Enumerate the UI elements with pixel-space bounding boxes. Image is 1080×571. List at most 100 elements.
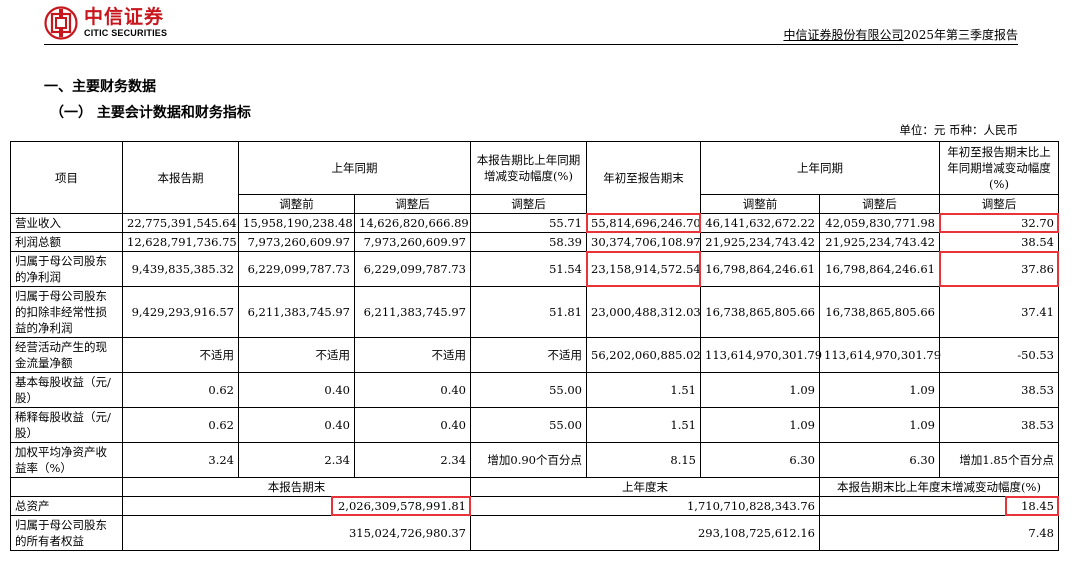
cell-ytd-change-highlighted: 32.70 <box>939 213 1060 234</box>
table-row: 加权平均净资产收益率（%） 3.24 2.34 2.34 增加0.90个百分点 … <box>10 442 1059 478</box>
cell-change: 不适用 <box>470 337 587 373</box>
company-name: 中信证券股份有限公司 <box>783 28 904 42</box>
row-item: 利润总额 <box>10 232 123 252</box>
header-item: 项目 <box>10 141 123 214</box>
cell-ytd-change: 37.41 <box>939 286 1059 338</box>
header-prior-same-ytd: 上年同期 <box>700 141 940 195</box>
cell-prior-before: 0.40 <box>238 407 355 443</box>
header-ytd: 年初至报告期末 <box>586 141 701 214</box>
cell-change-container: 18.45 <box>819 496 1059 516</box>
table-row: 经营活动产生的现金流量净额 不适用 不适用 不适用 不适用 56,202,060… <box>10 337 1059 373</box>
cell-ytd-prior-after: 21,925,234,743.42 <box>819 232 940 252</box>
cell-ytd-prior-before: 21,925,234,743.42 <box>700 232 820 252</box>
cell-prior-after: 不适用 <box>354 337 471 373</box>
citic-logo-icon <box>44 6 78 40</box>
table-row: 归属于母公司股东的扣除非经常性损益的净利润 9,429,293,916.57 6… <box>10 286 1059 338</box>
balance-header-change: 本报告期末比上年度末增减变动幅度(%) <box>819 477 1059 497</box>
cell-ytd-change: -50.53 <box>939 337 1059 373</box>
cell-ytd: 23,000,488,312.03 <box>586 286 701 338</box>
cell-prior-year-end: 1,710,710,828,343.76 <box>470 496 820 516</box>
table-row: 利润总额 12,628,791,736.75 7,973,260,609.97 … <box>10 232 1059 252</box>
cell-prior-before: 15,958,190,238.48 <box>238 213 355 233</box>
row-item: 加权平均净资产收益率（%） <box>10 442 123 478</box>
subheader-before-adj: 调整前 <box>238 194 355 214</box>
cell-ytd-change: 增加1.85个百分点 <box>939 442 1059 478</box>
cell-ytd-prior-before: 16,798,864,246.61 <box>700 251 820 287</box>
cell-ytd: 56,202,060,885.02 <box>586 337 701 373</box>
header-prior-same-period: 上年同期 <box>238 141 471 195</box>
cell-change: 增加0.90个百分点 <box>470 442 587 478</box>
subheader-after-adj-change: 调整后 <box>470 194 587 214</box>
cell-prior-after: 6,211,383,745.97 <box>354 286 471 338</box>
balance-header-period-end: 本报告期末 <box>122 477 471 497</box>
cell-ytd-prior-before: 1.09 <box>700 407 820 443</box>
cell-prior-before: 6,229,099,787.73 <box>238 251 355 287</box>
cell-ytd-prior-before: 1.09 <box>700 372 820 408</box>
balance-header-blank <box>10 477 123 497</box>
balance-header-row: 本报告期末 上年度末 本报告期末比上年度末增减变动幅度(%) <box>10 477 1059 497</box>
cell-ytd: 30,374,706,108.97 <box>586 232 701 252</box>
cell-prior-after: 0.40 <box>354 372 471 408</box>
cell-ytd-prior-after: 113,614,970,301.79 <box>819 337 941 373</box>
cell-ytd: 1.51 <box>586 407 701 443</box>
subheader-after-adj-change-ytd: 调整后 <box>939 194 1059 214</box>
logo-chinese-name: 中信证券 <box>84 6 165 28</box>
table-header-row: 项目 本报告期 上年同期 本报告期比上年同期增减变动幅度(%) 年初至报告期末 … <box>10 141 1059 214</box>
cell-ytd-change: 38.53 <box>939 407 1059 443</box>
table-row: 基本每股收益（元/股） 0.62 0.40 0.40 55.00 1.51 1.… <box>10 372 1059 408</box>
header-change-current: 本报告期比上年同期增减变动幅度(%) <box>470 141 587 195</box>
subsection-title: （一） 主要会计数据和财务指标 <box>50 105 251 121</box>
cell-current: 9,439,835,385.32 <box>122 251 239 287</box>
cell-ytd-prior-after: 1.09 <box>819 372 940 408</box>
cell-ytd-highlighted: 55,814,696,246.70 <box>586 213 702 234</box>
unit-line: 单位：元 币种：人民币 <box>899 123 1018 137</box>
cell-ytd-prior-after: 16,738,865,805.66 <box>819 286 940 338</box>
cell-change: 51.54 <box>470 251 587 287</box>
logo-english-name: CITIC SECURITIES <box>84 28 168 38</box>
cell-current: 22,775,391,545.64 <box>122 213 239 233</box>
cell-period-end-container: 2,026,309,578,991.81 <box>122 496 471 516</box>
row-item: 归属于母公司股东的所有者权益 <box>10 515 123 551</box>
cell-ytd-prior-before: 16,738,865,805.66 <box>700 286 820 338</box>
table-row: 总资产 2,026,309,578,991.81 1,710,710,828,3… <box>10 496 1059 516</box>
cell-period-end-highlighted: 2,026,309,578,991.81 <box>331 496 471 516</box>
cell-prior-after: 14,626,820,666.89 <box>354 213 471 233</box>
row-item: 稀释每股收益（元/股） <box>10 407 123 443</box>
cell-change: 55.71 <box>470 213 587 233</box>
cell-prior-after: 2.34 <box>354 442 471 478</box>
section-title: 一、主要财务数据 <box>44 79 156 95</box>
report-header: 中信证券股份有限公司2025年第三季度报告 <box>783 26 1018 43</box>
balance-header-prior-year-end: 上年度末 <box>470 477 820 497</box>
cell-ytd-change-highlighted: 37.86 <box>939 251 1060 288</box>
cell-prior-after: 7,973,260,609.97 <box>354 232 471 252</box>
cell-prior-before: 不适用 <box>238 337 355 373</box>
cell-prior-before: 2.34 <box>238 442 355 478</box>
cell-ytd-prior-after: 16,798,864,246.61 <box>819 251 940 287</box>
cell-ytd-change: 38.54 <box>939 232 1059 252</box>
cell-ytd-prior-after: 6.30 <box>819 442 940 478</box>
row-item: 经营活动产生的现金流量净额 <box>10 337 123 373</box>
cell-ytd-highlighted: 23,158,914,572.54 <box>586 251 702 288</box>
row-item: 基本每股收益（元/股） <box>10 372 123 408</box>
cell-ytd-prior-before: 6.30 <box>700 442 820 478</box>
cell-ytd-prior-after: 42,059,830,771.98 <box>819 213 940 233</box>
cell-current: 0.62 <box>122 407 239 443</box>
cell-change: 51.81 <box>470 286 587 338</box>
cell-current: 12,628,791,736.75 <box>122 232 239 252</box>
cell-current: 0.62 <box>122 372 239 408</box>
subheader-after-adj: 调整后 <box>354 194 471 214</box>
table-row: 归属于母公司股东的所有者权益 315,024,726,980.37 293,10… <box>10 515 1059 551</box>
row-item: 营业收入 <box>10 213 123 233</box>
cell-ytd: 8.15 <box>586 442 701 478</box>
table-subheader-row: 调整前 调整后 调整后 调整前 调整后 调整后 <box>11 194 1059 214</box>
header-change-ytd: 年初至报告期末比上年同期增减变动幅度(%) <box>939 141 1059 195</box>
cell-current: 不适用 <box>122 337 239 373</box>
cell-prior-before: 0.40 <box>238 372 355 408</box>
cell-change: 58.39 <box>470 232 587 252</box>
row-item: 归属于母公司股东的净利润 <box>10 251 123 287</box>
table-row: 稀释每股收益（元/股） 0.62 0.40 0.40 55.00 1.51 1.… <box>10 407 1059 443</box>
company-logo: 中信证券 CITIC SECURITIES <box>44 6 167 40</box>
cell-prior-before: 7,973,260,609.97 <box>238 232 355 252</box>
cell-change: 55.00 <box>470 372 587 408</box>
cell-change-highlighted: 18.45 <box>1005 496 1059 516</box>
